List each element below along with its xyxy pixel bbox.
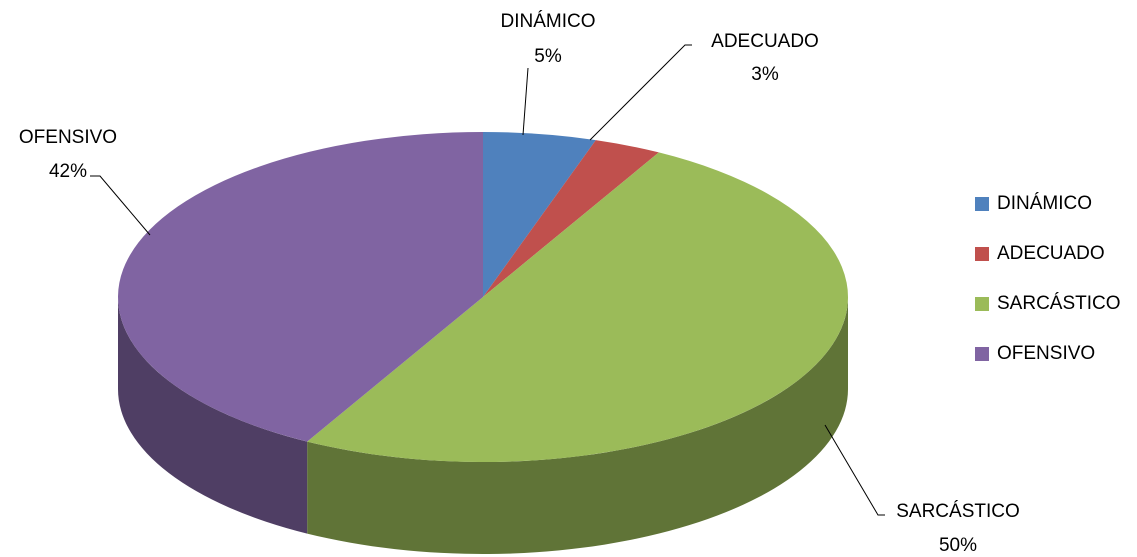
legend-label: ADECUADO xyxy=(997,243,1105,264)
pie-slice xyxy=(483,140,659,297)
legend-swatch xyxy=(975,347,989,361)
pie-slice xyxy=(117,132,484,442)
data-label-name: OFENSIVO xyxy=(19,127,117,148)
leader-line xyxy=(589,44,692,141)
data-label-value: 3% xyxy=(751,64,779,85)
data-label-name: ADECUADO xyxy=(711,31,819,52)
data-label-value: 5% xyxy=(534,46,562,67)
pie-slice-side xyxy=(118,297,308,534)
data-label-name: SARCÁSTICO xyxy=(896,501,1020,522)
legend-swatch xyxy=(975,297,989,311)
legend-label: SARCÁSTICO xyxy=(997,293,1121,314)
leader-line xyxy=(90,175,151,236)
leader-line xyxy=(824,424,885,516)
pie-slice-side xyxy=(307,297,848,554)
legend-label: DINÁMICO xyxy=(997,193,1092,214)
data-label-value: 42% xyxy=(49,161,87,182)
legend-label: OFENSIVO xyxy=(997,343,1095,364)
data-label-value: 50% xyxy=(939,535,977,556)
pie-slice xyxy=(483,132,596,297)
legend-swatch xyxy=(975,197,989,211)
data-label-name: DINÁMICO xyxy=(501,11,596,32)
leader-line xyxy=(522,67,529,136)
legend-swatch xyxy=(975,247,989,261)
pie-slice xyxy=(307,152,848,462)
